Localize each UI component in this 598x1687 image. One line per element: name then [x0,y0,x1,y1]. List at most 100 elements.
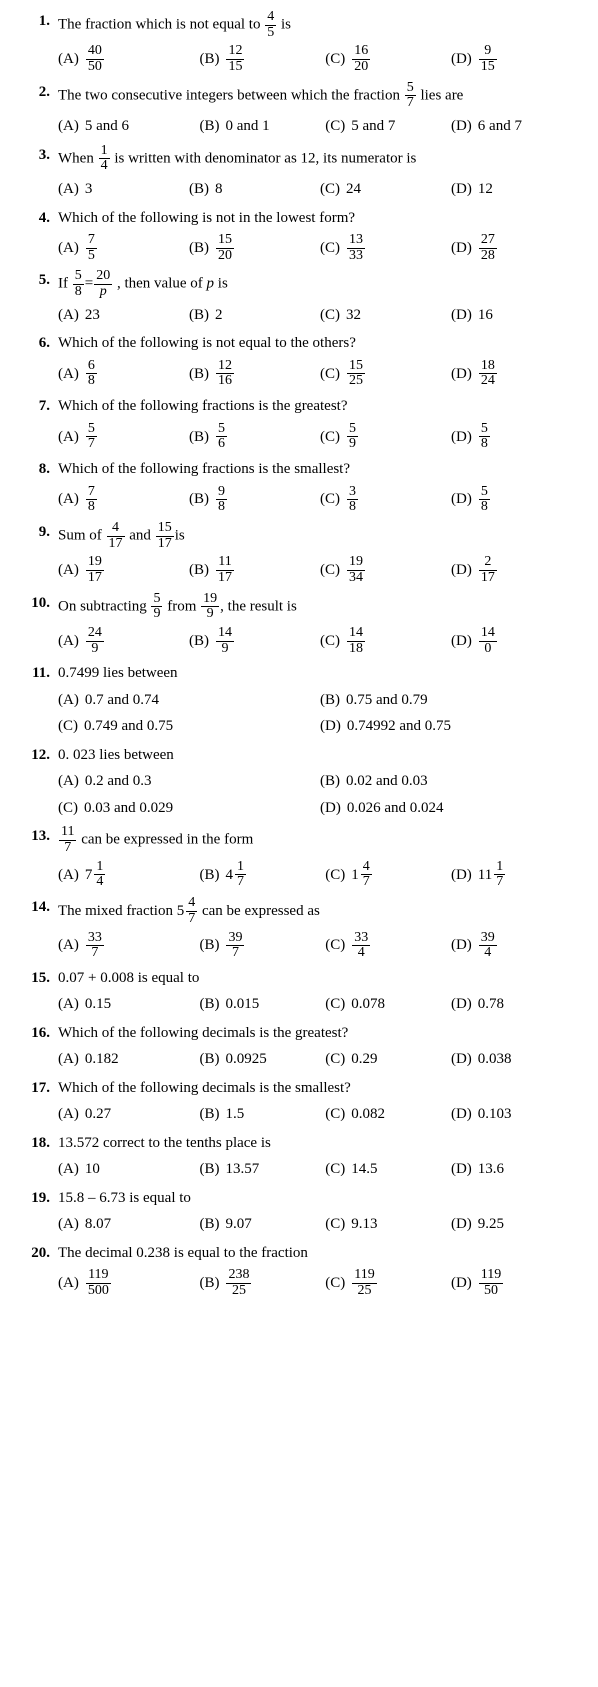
option-value: 1333 [346,233,366,263]
option: (A)78 [58,485,189,515]
question-stem: 0.7499 lies between [58,662,582,685]
option-value: 0.015 [225,993,259,1016]
option-label: (B) [199,864,219,887]
option: (B)56 [189,422,320,452]
option-value: 334 [351,931,371,961]
option-label: (C) [325,934,345,957]
question-list: 1.The fraction which is not equal to 45 … [16,10,582,1303]
options-row: (A)57(B)56(C)59(D)58 [58,422,582,456]
option: (A)1917 [58,555,189,585]
option: (B)0.75 and 0.79 [320,689,582,712]
question-number: 8. [16,458,58,519]
option: (D)6 and 7 [451,115,582,138]
option-value: 1418 [346,626,366,656]
option-value: 11925 [351,1268,377,1298]
question-number: 19. [16,1187,58,1240]
option-value: 1824 [478,359,498,389]
option-label: (B) [199,993,219,1016]
option-value: 0 and 1 [225,115,269,138]
option-value: 0.74992 and 0.75 [347,715,451,738]
option-label: (D) [451,630,472,653]
question-stem: 0. 023 lies between [58,744,582,767]
option-label: (D) [451,1158,472,1181]
option-label: (A) [58,1048,79,1071]
option-label: (A) [58,689,79,712]
option: (C)38 [320,485,451,515]
option: (C)14.5 [325,1158,451,1181]
option: (D) 0.103 [451,1103,582,1126]
option-value: 2 [215,304,223,327]
options-row: (A)68(B)1216(C)1525(D)1824 [58,359,582,393]
option-value: 119500 [85,1268,112,1298]
option: (B)98 [189,485,320,515]
question: 8.Which of the following fractions is th… [16,458,582,519]
option-label: (B) [189,178,209,201]
option-value: 0.75 and 0.79 [346,689,428,712]
option-value: 1917 [85,555,105,585]
option-value: 0.103 [478,1103,512,1126]
option: (C)0.29 [325,1048,451,1071]
option-label: (B) [199,934,219,957]
question-stem: 13.572 correct to the tenths place is [58,1132,582,1155]
option-label: (A) [58,1158,79,1181]
options-row: (A)0.182(B)0.0925(C)0.29(D)0.038 [58,1048,582,1075]
option-label: (C) [325,48,345,71]
option-value: 58 [478,422,491,452]
option-value: 13.57 [225,1158,259,1181]
option: (B) 0.015 [199,993,325,1016]
option: (A)0.27 [58,1103,199,1126]
option-value: 9.13 [351,1213,377,1236]
question-stem: The two consecutive integers between whi… [58,81,582,111]
question-body: 15.8 – 6.73 is equal to(A)8.07(B)9.07(C)… [58,1187,582,1240]
option-value: 8.07 [85,1213,111,1236]
option-value: 23825 [225,1268,252,1298]
question-body: 0.7499 lies between (A)0.7 and 0.74(B)0.7… [58,662,582,742]
option-value: 217 [478,555,498,585]
option-value: 16 [478,304,493,327]
option-label: (D) [451,559,472,582]
option-label: (B) [320,770,340,793]
question: 2.The two consecutive integers between w… [16,81,582,142]
question-stem: 0.07 + 0.008 is equal to [58,967,582,990]
option: (D)1824 [451,359,582,389]
option: (D)0.78 [451,993,582,1016]
options-row: (A)0.7 and 0.74(B)0.75 and 0.79(C)0.749 … [58,689,582,742]
question: 3.When 14 is written with denominator as… [16,144,582,205]
question-stem: On subtracting 59 from 199, the result i… [58,592,582,622]
option: (C) 0.03 and 0.029 [58,797,320,820]
question-body: The fraction which is not equal to 45 is… [58,10,582,79]
option-label: (D) [451,864,472,887]
option-value: 0.03 and 0.029 [84,797,173,820]
options-row: (A)75(B)1520(C)1333(D)2728 [58,233,582,267]
option: (D)9.25 [451,1213,582,1236]
option-label: (D) [451,1213,472,1236]
question-body: Which of the following fractions is the … [58,458,582,519]
option-label: (B) [189,363,209,386]
options-row: (A)1917(B)1117(C)1934(D)217 [58,555,582,589]
option: (B)0.0925 [199,1048,325,1071]
option-label: (B) [199,1103,219,1126]
option: (C)147 [325,860,451,890]
option-value: 38 [346,485,359,515]
option-label: (D) [451,48,472,71]
option: (D) 217 [451,555,582,585]
option-value: 78 [85,485,98,515]
question-stem: The fraction which is not equal to 45 is [58,10,582,40]
option-label: (A) [58,363,79,386]
question-number: 15. [16,967,58,1020]
option-value: 6 and 7 [478,115,522,138]
option-label: (A) [58,48,79,71]
option: (D)11950 [451,1268,582,1298]
option: (A)4050 [58,44,199,74]
option-value: 417 [225,860,247,890]
options-row: (A)4050(B)1215(C)1620(D)915 [58,44,582,78]
option-label: (B) [199,115,219,138]
question-stem: Which of the following fractions is the … [58,458,582,481]
option: (C)0.082 [325,1103,451,1126]
option-label: (D) [451,1103,472,1126]
option-label: (C) [58,797,78,820]
option: (B)397 [199,931,325,961]
option-label: (A) [58,630,79,653]
option-value: 5 and 6 [85,115,129,138]
option-value: 1520 [215,233,235,263]
